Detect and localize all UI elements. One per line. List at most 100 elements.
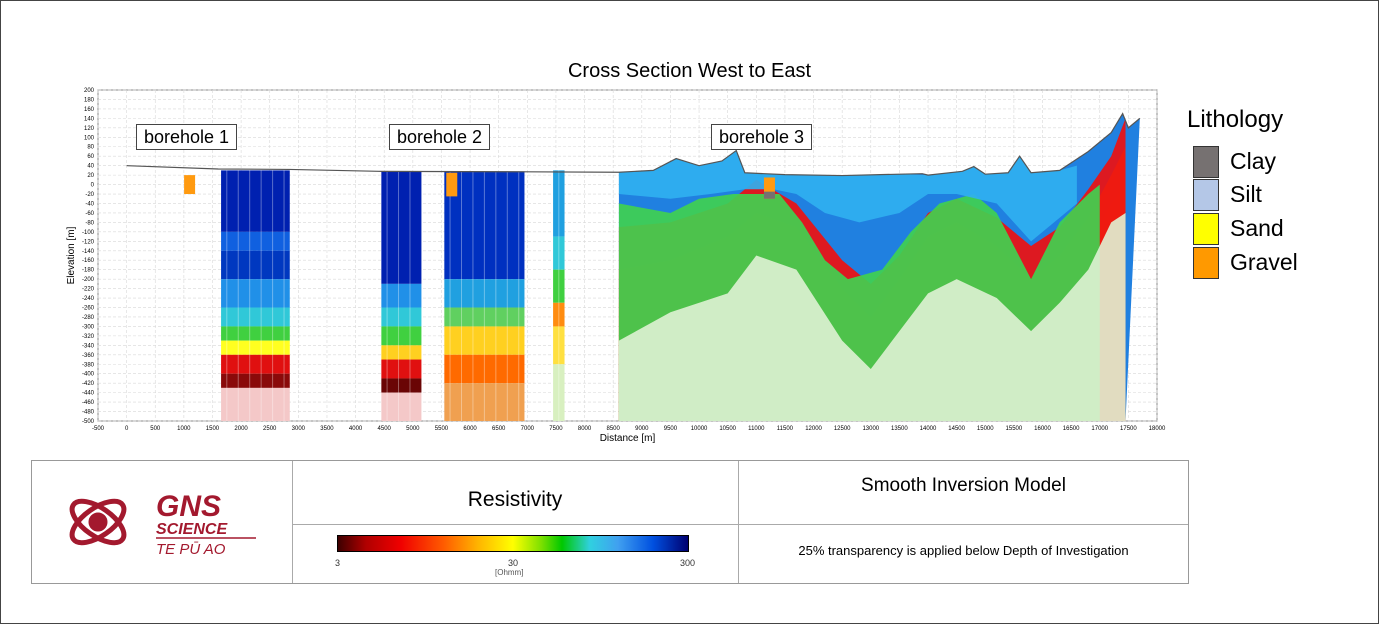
y-tick-label: -480 [82, 410, 95, 416]
y-tick-label: -500 [82, 419, 95, 425]
legend-swatch-silt [1193, 179, 1219, 211]
y-tick-label: 100 [84, 135, 95, 141]
section-3-band [444, 383, 525, 421]
x-tick-label: 12000 [805, 426, 822, 432]
x-tick-label: 1500 [206, 426, 220, 432]
section-3-band [444, 171, 525, 280]
footer-divider [292, 461, 293, 583]
x-tick-label: 5000 [406, 426, 420, 432]
section-4-band [553, 269, 565, 303]
section-1-band [221, 250, 290, 280]
section-1-band [221, 279, 290, 308]
y-tick-label: -20 [85, 192, 94, 198]
borehole-1-label: borehole 1 [136, 124, 238, 150]
x-tick-label: 12500 [834, 426, 851, 432]
y-tick-label: -460 [82, 400, 95, 406]
section-2-band [381, 359, 422, 379]
y-tick-label: -160 [82, 258, 95, 264]
y-tick-label: 0 [91, 183, 95, 189]
section-4-band [553, 236, 565, 270]
x-tick-label: 14500 [948, 426, 965, 432]
x-tick-label: 17500 [1120, 426, 1137, 432]
section-2-band [381, 326, 422, 346]
x-tick-label: 11500 [777, 426, 794, 432]
footer-divider [292, 524, 1188, 525]
x-tick-label: 10000 [691, 426, 708, 432]
borehole-lithology-2 [446, 172, 458, 197]
section-4-band [553, 364, 565, 421]
y-tick-label: -320 [82, 334, 95, 340]
x-tick-label: 13500 [891, 426, 908, 432]
y-tick-label: -360 [82, 353, 95, 359]
logo-text-te-pu-ao: TE PŪ AO [156, 541, 226, 558]
y-tick-label: -140 [82, 249, 95, 255]
borehole-lithology-clay [763, 191, 775, 199]
y-tick-label: -300 [82, 324, 95, 330]
x-tick-label: 16000 [1034, 426, 1051, 432]
y-tick-label: -40 [85, 201, 94, 207]
colorbar-unit-label: [Ohmm] [495, 568, 524, 577]
x-tick-label: 6500 [492, 426, 506, 432]
section-4-band [553, 170, 565, 237]
y-tick-label: -80 [85, 220, 94, 226]
section-1-band [221, 354, 290, 374]
y-tick-label: -280 [82, 315, 95, 321]
section-2-band [381, 392, 422, 421]
x-tick-label: 4500 [378, 426, 392, 432]
section-1-band [221, 373, 290, 388]
x-tick-label: 1000 [177, 426, 191, 432]
y-tick-label: -340 [82, 343, 95, 349]
section-2-band [381, 307, 422, 327]
y-tick-label: -260 [82, 306, 95, 312]
y-tick-label: -240 [82, 296, 95, 302]
borehole-lithology-3 [763, 177, 775, 199]
legend-swatch-clay [1193, 146, 1219, 178]
x-axis-title: Distance [m] [600, 433, 656, 444]
y-tick-label: 200 [84, 88, 95, 94]
y-tick-label: -200 [82, 277, 95, 283]
x-tick-label: 15000 [977, 426, 994, 432]
footer-panel [31, 460, 1189, 584]
x-tick-label: 14000 [920, 426, 937, 432]
x-tick-label: 3000 [292, 426, 306, 432]
x-tick-label: -500 [92, 426, 105, 432]
terrain-line [126, 112, 1141, 177]
x-tick-label: 11000 [748, 426, 765, 432]
x-tick-label: 17000 [1091, 426, 1108, 432]
plot-area: -500 0 500 1000 1500 2000 2500 3000 3500 4000 4500… [66, 88, 1166, 444]
legend-label-silt: Silt [1230, 181, 1262, 207]
colorbar-tick-label: 3 [335, 558, 341, 568]
section-4-band [553, 302, 565, 327]
y-tick-label: -100 [82, 230, 95, 236]
x-tick-label: 18000 [1149, 426, 1166, 432]
resistivity-title: Resistivity [467, 488, 563, 511]
inversion-layer-5 [618, 150, 1077, 242]
legend-label-gravel: Gravel [1230, 249, 1298, 275]
x-tick-label: 8500 [607, 426, 621, 432]
legend-label-clay: Clay [1230, 148, 1277, 174]
section-2-band [381, 171, 422, 284]
below-doi-zone [618, 212, 1126, 421]
legend-swatch-sand [1193, 213, 1219, 245]
y-tick-label: -420 [82, 381, 95, 387]
x-tick-label: 2000 [234, 426, 248, 432]
y-tick-label: 40 [87, 164, 94, 170]
section-1-band [221, 326, 290, 341]
footer-divider [738, 461, 739, 583]
y-tick-label: 160 [84, 107, 95, 113]
x-tick-label: 4000 [349, 426, 363, 432]
y-tick-label: -440 [82, 391, 95, 397]
colorbar-tick-label: 30 [508, 558, 519, 568]
logo-text-gns: GNS [156, 490, 221, 523]
model-title: Smooth Inversion Model [861, 475, 1066, 496]
legend-label-sand: Sand [1230, 215, 1284, 241]
x-tick-label: 3500 [320, 426, 334, 432]
y-tick-label: -60 [85, 211, 94, 217]
gns-emblem-icon [69, 498, 127, 546]
x-tick-label: 5500 [435, 426, 449, 432]
y-tick-label: -120 [82, 239, 95, 245]
section-1-band [221, 340, 290, 355]
y-tick-label: 180 [84, 97, 95, 103]
colorbar-tick-label: 300 [680, 558, 696, 568]
section-3-band [444, 307, 525, 327]
